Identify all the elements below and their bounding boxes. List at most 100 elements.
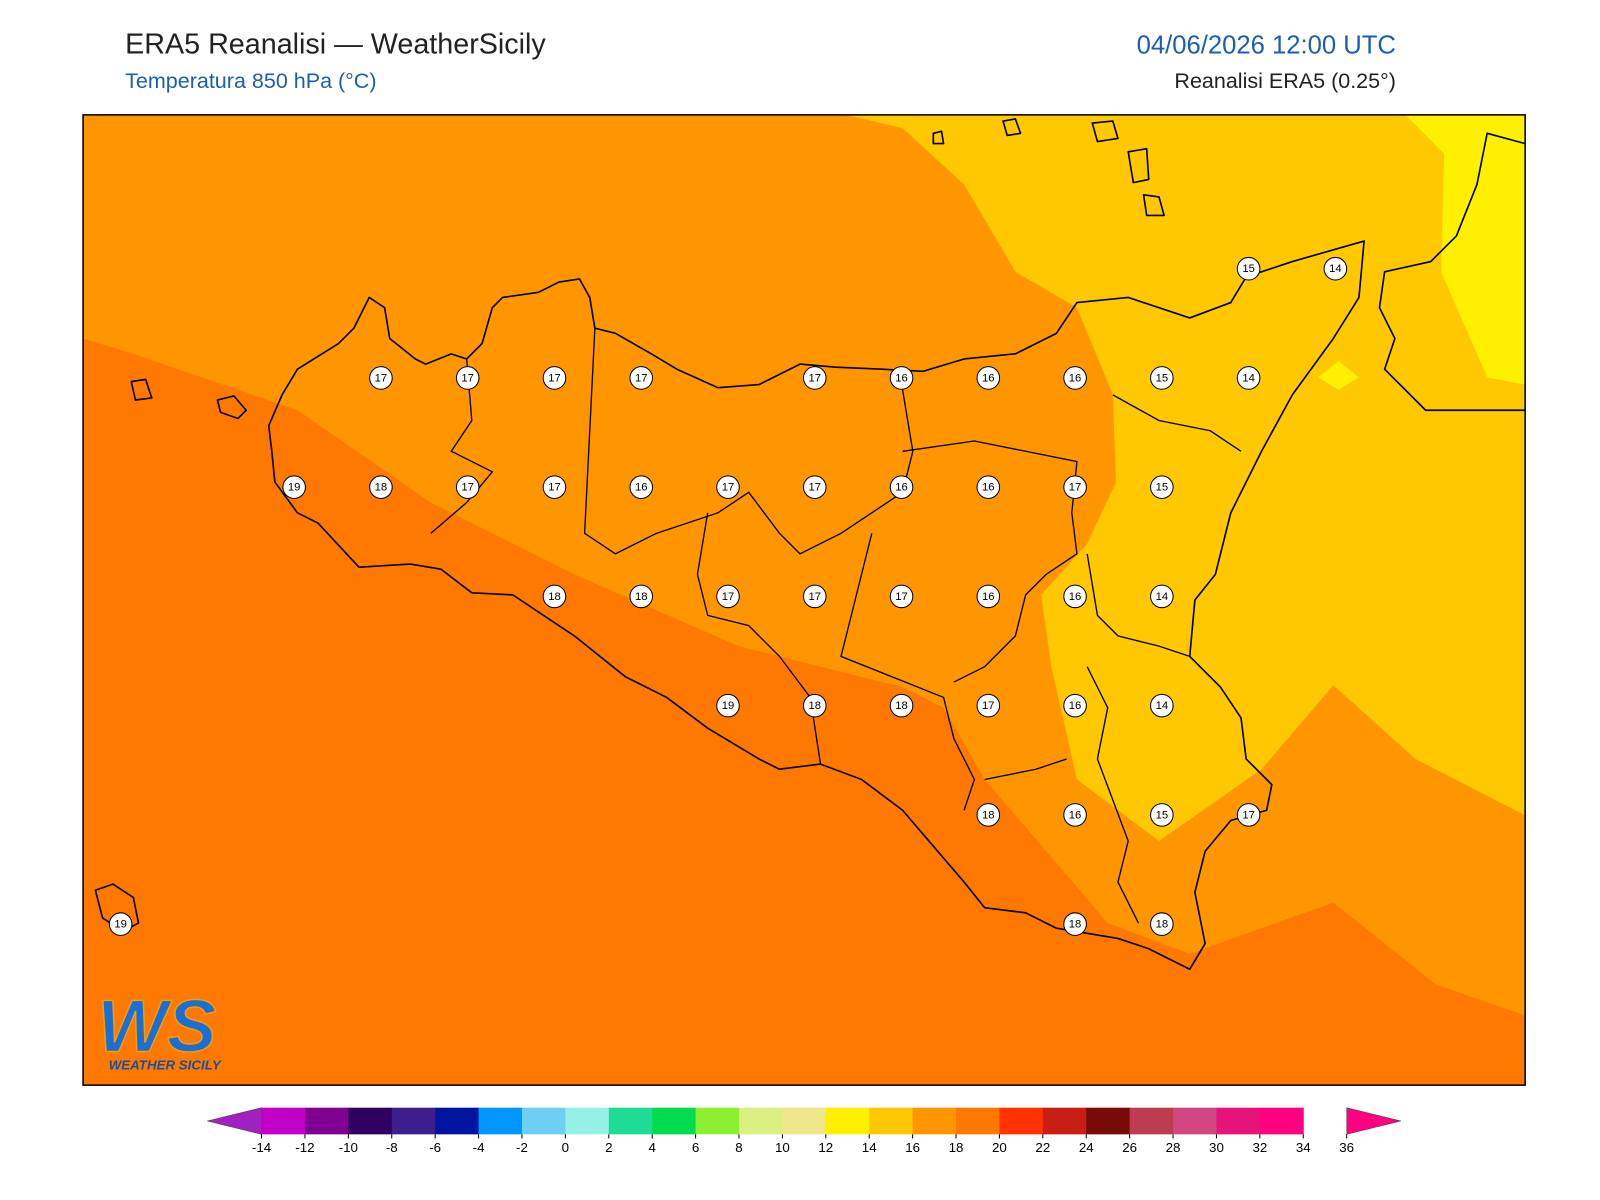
station: 18 (889, 693, 914, 718)
station: 17 (802, 475, 827, 499)
colorbar-bin (521, 1107, 566, 1135)
station-marker (629, 475, 654, 499)
colorbar-label: -14 (252, 1140, 272, 1155)
station-value: 15 (1156, 372, 1169, 384)
station: 17 (455, 475, 480, 499)
station-value: 17 (809, 482, 822, 494)
station: 16 (889, 475, 914, 499)
temperature-zone (1405, 114, 1526, 385)
station-value: 17 (1069, 482, 1082, 494)
station-marker (802, 584, 827, 609)
station: 18 (802, 693, 827, 718)
colorbar-bin (1173, 1107, 1217, 1135)
station: 16 (629, 475, 654, 499)
station: 18 (1063, 912, 1087, 936)
station-marker (1323, 256, 1348, 281)
colorbar-bin (261, 1107, 306, 1135)
station: 18 (1150, 912, 1174, 936)
colorbar-label: 18 (949, 1140, 964, 1155)
logo-name: WEATHER SICILY (109, 1058, 222, 1073)
title: ERA5 Reanalisi — WeatherSicily (125, 28, 546, 60)
colorbar-label: 36 (1339, 1140, 1354, 1155)
colorbar-bin (304, 1107, 349, 1135)
station-marker (1236, 366, 1261, 390)
station: 17 (716, 584, 740, 609)
station-marker (976, 584, 1001, 609)
station-value: 18 (895, 700, 908, 712)
source: Reanalisi ERA5 (0.25°) (1174, 69, 1395, 93)
station-value: 17 (722, 591, 735, 603)
station: 16 (1063, 693, 1087, 718)
station-marker (1150, 693, 1174, 718)
station-value: 16 (1069, 372, 1082, 384)
station-marker (1063, 803, 1087, 827)
colorbar-bin (1216, 1107, 1261, 1135)
colorbar-bin (912, 1107, 957, 1135)
station-marker (1236, 256, 1261, 281)
station-marker (455, 475, 480, 499)
station: 14 (1150, 693, 1174, 718)
island (94, 118, 1165, 933)
station: 16 (1063, 584, 1087, 609)
station-marker (802, 693, 827, 718)
colorbar-bin (1086, 1107, 1131, 1135)
colorbar-label: -8 (386, 1140, 398, 1155)
colorbar-bin (825, 1107, 870, 1135)
station-marker (542, 475, 567, 499)
station-marker (889, 584, 914, 609)
station-value: 14 (1242, 372, 1255, 384)
coastline (1378, 132, 1526, 412)
station-marker (1150, 912, 1174, 936)
station-value: 17 (461, 482, 474, 494)
colorbar-over (1346, 1107, 1402, 1135)
station-marker (369, 366, 393, 390)
colorbar-bin (956, 1107, 1000, 1135)
station: 17 (629, 366, 654, 390)
station: 19 (716, 693, 740, 718)
station-value: 14 (1329, 263, 1342, 275)
colorbar-label: -10 (339, 1140, 358, 1155)
station-value: 18 (1069, 919, 1082, 931)
station-value: 16 (895, 372, 908, 384)
station-value: 18 (375, 482, 388, 494)
station: 17 (369, 366, 393, 390)
station-value: 15 (1242, 263, 1255, 275)
station: 14 (1236, 366, 1261, 390)
station-value: 14 (1156, 591, 1169, 603)
station-value: 18 (809, 700, 822, 712)
station: 19 (108, 912, 133, 936)
colorbar-bin (652, 1107, 697, 1135)
station-marker (629, 584, 654, 609)
colorbar-label: -4 (473, 1140, 485, 1155)
colorbar-label: 12 (818, 1140, 833, 1155)
colorbar-label: 0 (562, 1140, 569, 1155)
station-value: 17 (895, 591, 908, 603)
colorbar-bin (565, 1107, 610, 1135)
colorbar-label: 22 (1035, 1140, 1050, 1155)
station: 17 (1063, 475, 1087, 499)
station-value: 17 (722, 482, 735, 494)
station-marker (542, 584, 567, 609)
date: 04/06/2026 12:00 UTC (1137, 31, 1396, 59)
station-marker (716, 584, 740, 609)
station-marker (976, 475, 1001, 499)
colorbar-under (207, 1107, 262, 1135)
station-value: 16 (982, 482, 995, 494)
station-value: 14 (1156, 700, 1169, 712)
station-value: 17 (548, 482, 561, 494)
station: 17 (542, 475, 567, 499)
colorbar-label: 8 (735, 1140, 742, 1155)
station-marker (1063, 475, 1087, 499)
station: 18 (976, 803, 1001, 827)
station-value: 16 (1069, 809, 1082, 821)
colorbar-label: 10 (775, 1140, 790, 1155)
station: 16 (1063, 803, 1087, 827)
colorbar-bin (782, 1107, 827, 1135)
station: 16 (976, 475, 1001, 499)
colorbar-label: 2 (605, 1140, 612, 1155)
station-marker (629, 366, 654, 390)
station-value: 17 (1242, 809, 1255, 821)
colorbar-label: 6 (692, 1140, 699, 1155)
colorbar-bin (348, 1107, 393, 1135)
station-marker (1063, 366, 1087, 390)
